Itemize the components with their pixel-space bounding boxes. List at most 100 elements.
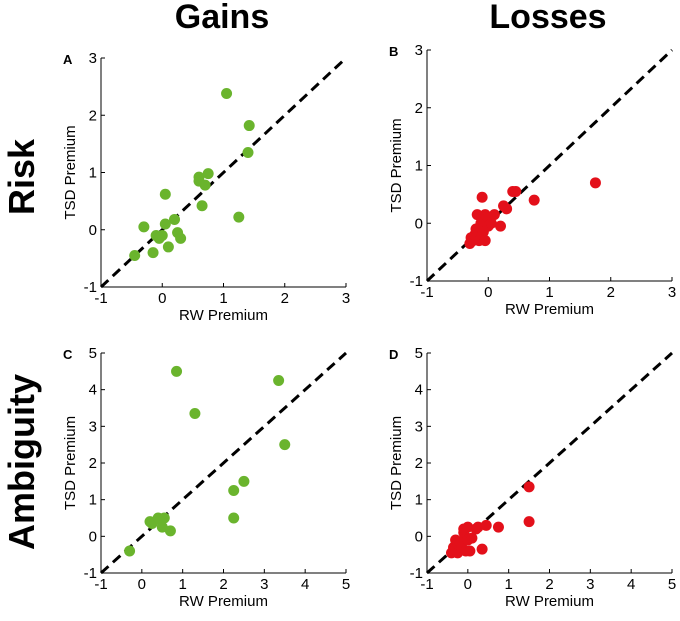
scatter-point — [171, 365, 183, 377]
scatter-point — [242, 146, 254, 158]
scatter-point — [164, 525, 176, 537]
y-tick-label: 3 — [89, 418, 97, 435]
scatter-point — [228, 512, 240, 524]
scatter-point — [129, 250, 141, 262]
scatter-point — [202, 168, 214, 180]
scatter-point — [233, 211, 245, 223]
x-tick-label: 1 — [178, 576, 186, 593]
x-axis-label: RW Premium — [179, 307, 268, 324]
x-tick-label: 5 — [668, 576, 676, 593]
x-tick-label: -1 — [420, 284, 433, 301]
scatter-point — [471, 209, 483, 221]
x-tick-label: 3 — [586, 576, 594, 593]
scatter-point — [138, 221, 150, 233]
scatter-point — [175, 232, 187, 244]
x-tick-label: 3 — [668, 284, 676, 301]
y-tick-label: 5 — [89, 345, 97, 362]
y-tick-label: 1 — [89, 165, 97, 182]
scatter-point — [159, 218, 171, 230]
y-tick-label: 2 — [415, 455, 423, 472]
x-tick-label: -1 — [420, 576, 433, 593]
x-tick-label: 0 — [484, 284, 492, 301]
scatter-point — [589, 177, 601, 189]
x-tick-label: 4 — [301, 576, 309, 593]
y-tick-label: 0 — [89, 222, 97, 239]
scatter-point — [243, 120, 255, 132]
y-axis-label: TSD Premium — [388, 416, 405, 510]
panel-b-losses-risk: -1 0 1 2 3 -1 0 1 2 3 RW Premium TSD Premium B — [388, 42, 676, 318]
identity-line — [99, 56, 348, 289]
x-tick-label: 1 — [219, 290, 227, 307]
y-tick-label: 1 — [415, 492, 423, 509]
scatter-point — [476, 191, 488, 203]
column-header-gains: Gains — [175, 0, 269, 36]
scatter-point — [485, 217, 497, 229]
y-tick-label: 4 — [89, 382, 97, 399]
panel-d-losses-ambiguity: -1 0 1 2 3 4 5 -1 0 1 2 3 4 5 RW Premium TSD Premium D — [388, 345, 676, 610]
scatter-point — [189, 408, 201, 419]
y-tick-label: -1 — [410, 565, 423, 582]
x-tick-label: 2 — [219, 576, 227, 593]
panel-letter: B — [389, 44, 398, 59]
scatter-point — [279, 439, 291, 451]
y-tick-label: -1 — [410, 273, 423, 290]
scatter-point — [199, 179, 211, 191]
scatter-point — [495, 220, 506, 232]
x-tick-label: 3 — [260, 576, 268, 593]
x-tick-label: -1 — [94, 290, 107, 307]
scatter-point — [492, 521, 504, 533]
scatter-point — [273, 375, 285, 386]
x-tick-label: 2 — [545, 576, 553, 593]
y-axis-label: TSD Premium — [62, 416, 79, 510]
y-tick-label: 1 — [89, 492, 97, 509]
scatter-point — [523, 481, 535, 493]
y-tick-label: 1 — [415, 158, 423, 175]
panel-letter: D — [389, 347, 398, 362]
identity-line — [99, 351, 348, 575]
scatter-point — [124, 545, 136, 557]
x-tick-label: 2 — [607, 284, 615, 301]
scatter-point — [228, 485, 240, 496]
scatter-point — [169, 213, 180, 225]
y-axis-label: TSD Premium — [388, 118, 405, 212]
x-tick-label: 0 — [464, 576, 472, 593]
x-axis-label: RW Premium — [505, 301, 594, 318]
y-tick-label: 3 — [415, 42, 423, 59]
scatter-point — [488, 209, 500, 221]
scatter-point — [464, 545, 476, 557]
y-tick-label: 0 — [415, 215, 423, 232]
scatter-point — [480, 519, 492, 531]
row-header-ambiguity: Ambiguity — [1, 374, 42, 550]
x-tick-label: 1 — [504, 576, 512, 593]
scatter-point — [147, 247, 159, 259]
y-tick-label: 2 — [89, 107, 97, 124]
x-tick-label: 0 — [138, 576, 146, 593]
x-axis-label: RW Premium — [505, 593, 594, 610]
scatter-point — [501, 203, 513, 215]
panel-a-gains-risk: -1 0 1 2 3 -1 0 1 2 3 RW Premium TSD Premium A — [62, 50, 350, 324]
x-tick-label: 4 — [627, 576, 635, 593]
y-tick-label: 2 — [415, 100, 423, 117]
y-tick-label: -1 — [84, 279, 97, 296]
y-tick-label: -1 — [84, 565, 97, 582]
scatter-point — [476, 543, 488, 555]
column-header-losses: Losses — [489, 0, 606, 36]
x-tick-label: 0 — [158, 290, 166, 307]
scatter-point — [479, 235, 491, 247]
y-tick-label: 0 — [89, 528, 97, 545]
scatter-point — [510, 185, 522, 197]
row-header-risk: Risk — [1, 138, 42, 215]
y-tick-label: 5 — [415, 345, 423, 362]
x-tick-label: 3 — [342, 290, 350, 307]
scatter-point — [523, 516, 535, 528]
x-tick-label: 1 — [545, 284, 553, 301]
y-tick-label: 0 — [415, 528, 423, 545]
scatter-point — [156, 229, 168, 241]
scatter-point — [196, 200, 208, 212]
identity-line — [425, 48, 674, 283]
y-tick-label: 2 — [89, 455, 97, 472]
scatter-point — [466, 532, 478, 544]
scatter-point — [221, 87, 233, 99]
x-tick-label: 5 — [342, 576, 350, 593]
x-tick-label: -1 — [94, 576, 107, 593]
